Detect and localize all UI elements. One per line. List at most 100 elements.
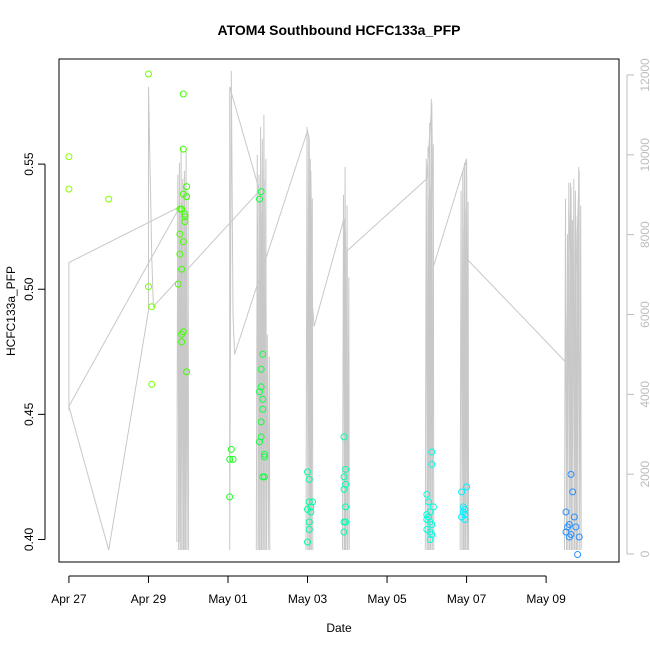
data-point <box>183 183 191 191</box>
y2-tick-label: 12000 <box>638 58 650 92</box>
data-point <box>181 213 189 221</box>
altitude-trace <box>68 70 580 551</box>
y2-axis: 0 2000 4000 6000 8000 10000 12000 <box>626 58 650 557</box>
data-point <box>574 551 582 558</box>
data-point <box>148 303 156 311</box>
altitude-spike <box>464 162 470 551</box>
chart-title: ATOM4 Southbound HCFC133a_PFP <box>218 22 461 38</box>
data-point <box>304 468 311 476</box>
data-point <box>260 453 268 461</box>
data-point <box>425 498 432 506</box>
altitude-spike <box>569 182 574 551</box>
data-point <box>304 538 311 546</box>
x-tick-label: May 05 <box>367 592 407 606</box>
data-point <box>426 536 434 543</box>
data-point <box>428 521 436 528</box>
data-point <box>305 518 313 526</box>
y-tick-label: 0.45 <box>22 402 36 426</box>
y2-tick-label: 10000 <box>638 138 650 172</box>
data-point <box>458 488 466 496</box>
data-point <box>226 493 234 501</box>
y2-tick-label: 4000 <box>638 381 650 408</box>
data-point <box>226 455 234 463</box>
data-point <box>461 516 469 523</box>
data-point <box>256 388 263 396</box>
y2-tick-label: 2000 <box>638 461 650 488</box>
y2-tick-label: 8000 <box>638 221 650 248</box>
data-point <box>569 488 577 496</box>
data-point <box>181 210 189 218</box>
data-point <box>307 508 315 516</box>
data-point <box>179 238 187 246</box>
data-point <box>227 445 235 453</box>
data-point <box>564 523 572 531</box>
data-point <box>259 405 267 413</box>
y2-tick-label: 0 <box>638 550 650 557</box>
x-tick-label: May 07 <box>447 592 487 606</box>
data-point <box>257 433 265 441</box>
data-point <box>179 90 187 98</box>
data-point <box>178 330 186 338</box>
altitude-spike <box>265 334 271 551</box>
data-point <box>259 350 267 358</box>
altitude-spike <box>577 166 582 551</box>
data-point <box>178 205 186 213</box>
data-point <box>562 508 570 516</box>
data-point <box>148 380 156 388</box>
data-point <box>256 438 263 446</box>
data-point <box>428 448 436 456</box>
data-point <box>260 473 268 481</box>
data-point <box>65 153 73 161</box>
altitude-spike <box>429 98 435 551</box>
data-point <box>572 523 580 531</box>
y-tick-label: 0.55 <box>22 152 36 176</box>
x-tick-label: May 01 <box>208 592 248 606</box>
data-point <box>229 455 237 463</box>
x-tick-label: Apr 29 <box>131 592 167 606</box>
data-point <box>340 473 348 481</box>
data-point <box>176 250 184 258</box>
data-point <box>423 490 431 498</box>
data-point <box>105 195 113 203</box>
data-point <box>176 230 184 238</box>
data-point <box>181 218 189 226</box>
data-point <box>145 283 152 291</box>
x-tick-label: May 03 <box>288 592 328 606</box>
data-point <box>305 498 313 506</box>
altitude-spike <box>573 190 579 551</box>
data-point <box>145 70 152 78</box>
data-point <box>342 465 350 473</box>
data-point <box>257 418 265 426</box>
data-point <box>342 518 350 526</box>
data-point <box>257 365 265 373</box>
data-point <box>305 475 313 483</box>
y-axis-label: HCFC133a_PFP <box>4 266 18 356</box>
data-point <box>65 185 73 193</box>
data-point <box>257 188 265 196</box>
data-point <box>565 533 573 541</box>
plot-frame <box>58 58 620 563</box>
y-axis: 0.40 0.45 0.50 0.55 <box>22 152 46 551</box>
data-point <box>260 450 268 458</box>
data-point <box>309 498 316 506</box>
y2-tick-label: 6000 <box>638 301 650 328</box>
altitude-spike <box>262 114 267 551</box>
data-point <box>179 145 187 153</box>
data-point <box>178 338 186 346</box>
data-point <box>183 193 191 201</box>
data-point <box>257 383 265 391</box>
points-layer <box>65 70 583 558</box>
data-point <box>178 265 186 273</box>
altitude-layer <box>68 70 582 551</box>
y-tick-label: 0.40 <box>22 527 36 551</box>
data-point <box>305 526 313 533</box>
data-point <box>570 513 578 521</box>
data-point <box>428 531 436 538</box>
altitude-spike <box>308 158 314 551</box>
data-point <box>183 368 191 376</box>
data-point <box>340 485 348 493</box>
altitude-spike <box>345 246 350 551</box>
data-point <box>256 195 263 203</box>
x-tick-label: Apr 27 <box>51 592 87 606</box>
